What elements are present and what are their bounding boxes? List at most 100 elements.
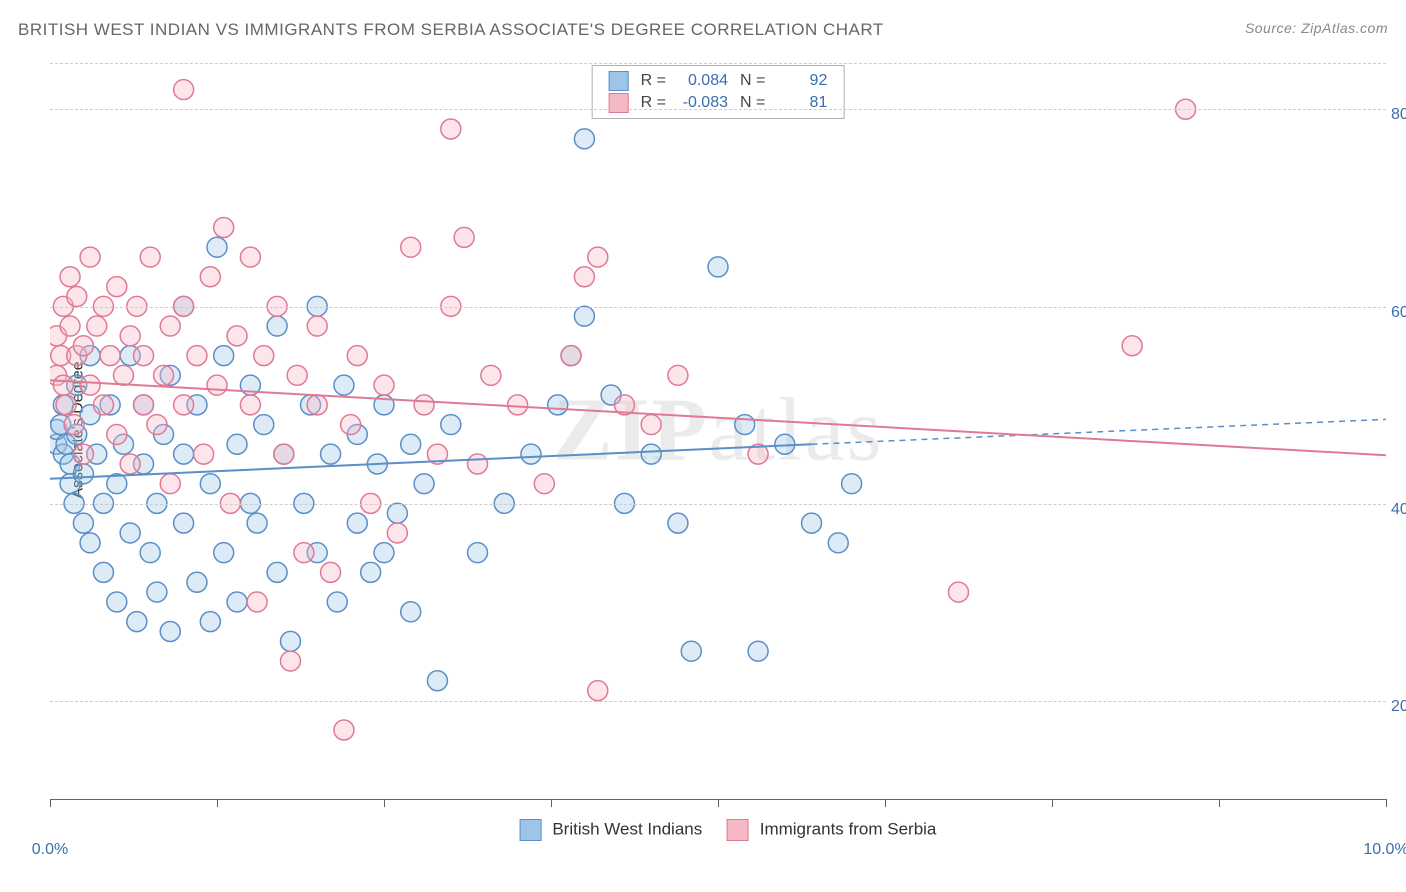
data-point — [347, 346, 367, 366]
gridline: 80.0% — [50, 109, 1386, 110]
data-point — [56, 395, 76, 415]
y-tick-label: 40.0% — [1391, 501, 1406, 519]
data-point — [127, 612, 147, 632]
data-point — [441, 119, 461, 139]
legend-R-label: R = — [641, 72, 666, 89]
data-point — [100, 346, 120, 366]
gridline — [50, 63, 1386, 64]
data-point — [160, 316, 180, 336]
data-point — [227, 434, 247, 454]
data-point — [327, 592, 347, 612]
data-point — [401, 237, 421, 257]
x-tick-label: 0.0% — [32, 841, 68, 859]
data-point — [361, 562, 381, 582]
data-point — [160, 622, 180, 642]
data-point — [200, 612, 220, 632]
x-tick — [718, 799, 719, 807]
data-point — [574, 267, 594, 287]
data-point — [73, 336, 93, 356]
data-point — [414, 395, 434, 415]
data-point — [280, 631, 300, 651]
data-point — [107, 592, 127, 612]
data-point — [828, 533, 848, 553]
data-point — [280, 651, 300, 671]
data-point — [321, 562, 341, 582]
data-point — [247, 592, 267, 612]
data-point — [641, 415, 661, 435]
data-point — [468, 454, 488, 474]
legend-N-value-bwi: 92 — [777, 72, 827, 90]
data-point — [240, 395, 260, 415]
data-point — [107, 424, 127, 444]
data-point — [1122, 336, 1142, 356]
legend-swatch-serbia — [727, 819, 749, 841]
data-point — [93, 395, 113, 415]
legend-swatch-bwi — [520, 819, 542, 841]
gridline: 60.0% — [50, 307, 1386, 308]
data-point — [73, 464, 93, 484]
data-point — [668, 365, 688, 385]
data-point — [334, 375, 354, 395]
scatter-plot — [50, 60, 1386, 799]
data-point — [187, 346, 207, 366]
data-point — [214, 218, 234, 238]
data-point — [347, 513, 367, 533]
x-tick — [1219, 799, 1220, 807]
data-point — [120, 326, 140, 346]
data-point — [948, 582, 968, 602]
data-point — [134, 395, 154, 415]
x-tick — [50, 799, 51, 807]
data-point — [187, 572, 207, 592]
data-point — [681, 641, 701, 661]
data-point — [67, 286, 87, 306]
data-point — [254, 415, 274, 435]
data-point — [113, 365, 133, 385]
data-point — [387, 503, 407, 523]
data-point — [387, 523, 407, 543]
data-point — [120, 454, 140, 474]
data-point — [140, 247, 160, 267]
data-point — [214, 346, 234, 366]
data-point — [214, 543, 234, 563]
data-point — [334, 720, 354, 740]
data-point — [427, 671, 447, 691]
data-point — [641, 444, 661, 464]
data-point — [802, 513, 822, 533]
data-point — [735, 415, 755, 435]
data-point — [140, 543, 160, 563]
data-point — [227, 592, 247, 612]
data-point — [87, 316, 107, 336]
chart-title: BRITISH WEST INDIAN VS IMMIGRANTS FROM S… — [18, 20, 884, 39]
data-point — [134, 346, 154, 366]
data-point — [174, 513, 194, 533]
data-point — [174, 395, 194, 415]
legend-series: British West Indians Immigrants from Ser… — [500, 819, 937, 841]
data-point — [307, 316, 327, 336]
data-point — [574, 129, 594, 149]
data-point — [748, 641, 768, 661]
data-point — [174, 444, 194, 464]
data-point — [160, 474, 180, 494]
data-point — [174, 80, 194, 100]
legend-label-bwi: British West Indians — [552, 819, 702, 838]
data-point — [207, 375, 227, 395]
data-point — [401, 434, 421, 454]
gridline: 20.0% — [50, 701, 1386, 702]
data-point — [588, 681, 608, 701]
data-point — [468, 543, 488, 563]
data-point — [80, 533, 100, 553]
data-point — [454, 227, 474, 247]
data-point — [374, 543, 394, 563]
data-point — [194, 444, 214, 464]
data-point — [274, 444, 294, 464]
data-point — [307, 395, 327, 415]
data-point — [842, 474, 862, 494]
data-point — [321, 444, 341, 464]
y-tick-label: 60.0% — [1391, 304, 1406, 322]
data-point — [200, 267, 220, 287]
data-point — [588, 247, 608, 267]
legend-correlation-box: R = 0.084 N = 92 R = -0.083 N = 81 — [592, 65, 845, 119]
data-point — [60, 267, 80, 287]
legend-R-value-bwi: 0.084 — [678, 72, 728, 90]
data-point — [267, 562, 287, 582]
